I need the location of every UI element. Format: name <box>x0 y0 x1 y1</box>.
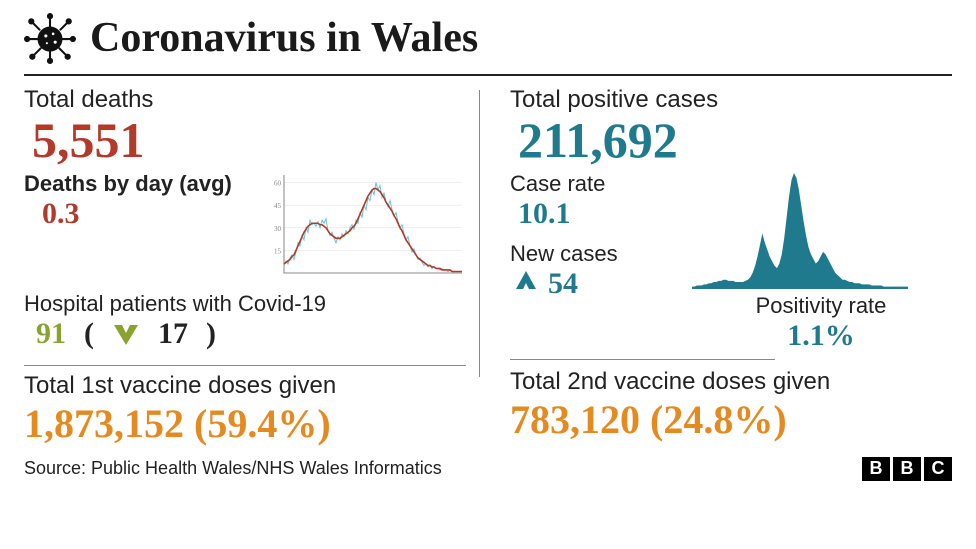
total-deaths-value: 5,551 <box>24 114 466 167</box>
svg-text:15: 15 <box>274 247 282 255</box>
deaths-by-day-value: 0.3 <box>24 197 256 231</box>
hospital-change-close: ) <box>206 317 216 351</box>
bbc-b1: B <box>862 457 890 481</box>
deaths-by-day-label: Deaths by day (avg) <box>24 171 256 197</box>
dose2-label: Total 2nd vaccine doses given <box>510 368 952 396</box>
hospital-change-open: ( <box>84 317 94 351</box>
hospital-patients-label: Hospital patients with Covid-19 <box>24 291 466 317</box>
total-cases-label: Total positive cases <box>510 86 952 114</box>
svg-text:30: 30 <box>274 224 282 232</box>
dose2-value: 783,120 (24.8%) <box>510 396 952 443</box>
bbc-b2: B <box>893 457 921 481</box>
total-cases-value: 211,692 <box>510 114 952 167</box>
new-cases-value: 54 <box>548 267 578 301</box>
bbc-c: C <box>924 457 952 481</box>
total-deaths-label: Total deaths <box>24 86 466 114</box>
cases-area-chart <box>690 171 910 291</box>
dose1-label: Total 1st vaccine doses given <box>24 372 466 400</box>
left-column: Total deaths 5,551 Deaths by day (avg) 0… <box>24 86 484 447</box>
source-text: Source: Public Health Wales/NHS Wales In… <box>24 458 442 479</box>
svg-text:60: 60 <box>274 179 282 187</box>
dose1-value: 1,873,152 (59.4%) <box>24 400 466 447</box>
case-rate-value: 10.1 <box>510 197 680 231</box>
new-cases-label: New cases <box>510 241 680 267</box>
hospital-patients-value: 91 <box>36 317 66 351</box>
case-rate-label: Case rate <box>510 171 680 197</box>
hospital-change-value: 17 <box>158 317 188 351</box>
svg-text:45: 45 <box>274 202 282 210</box>
positivity-value: 1.1% <box>690 319 952 353</box>
hospital-change-arrow-icon <box>112 319 140 352</box>
new-cases-arrow-icon <box>514 269 538 298</box>
column-separator <box>479 90 480 377</box>
header: Coronavirus in Wales <box>24 12 952 70</box>
header-rule <box>24 74 952 76</box>
page-title: Coronavirus in Wales <box>90 14 478 62</box>
deaths-sparkline-chart: 15 30 45 60 <box>266 171 466 281</box>
bbc-logo: B B C <box>862 457 952 481</box>
virus-icon <box>24 12 76 64</box>
positivity-label: Positivity rate <box>690 293 952 319</box>
right-column: Total positive cases 211,692 Case rate 1… <box>484 86 952 447</box>
